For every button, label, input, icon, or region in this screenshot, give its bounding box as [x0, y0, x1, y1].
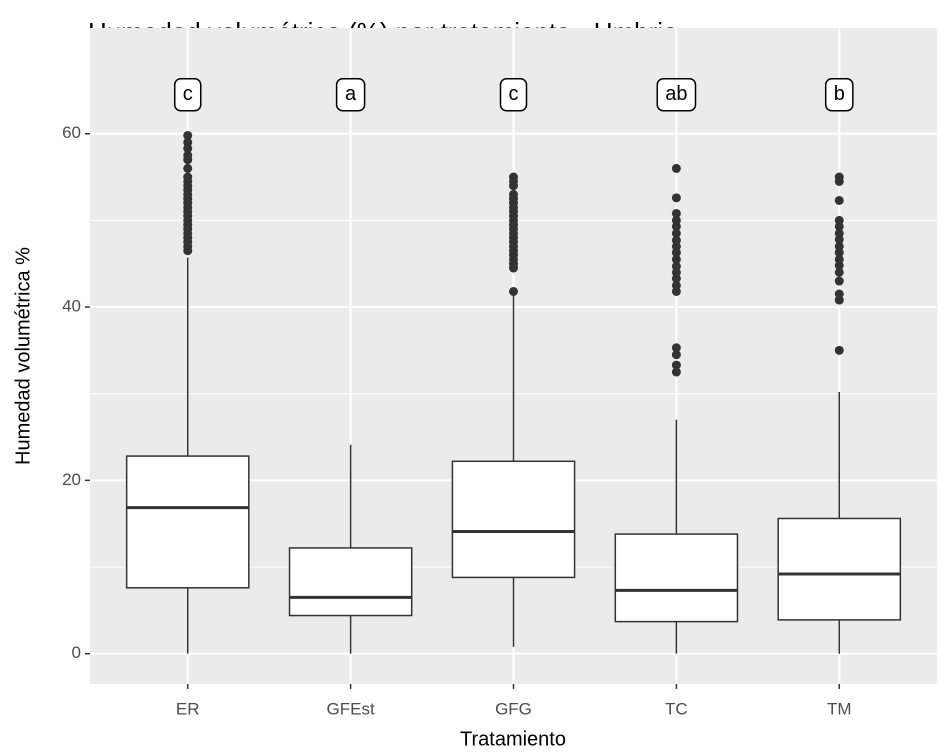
outlier — [834, 228, 844, 238]
letter-text: c — [183, 83, 193, 105]
box — [451, 460, 576, 579]
letter-label: c — [173, 77, 202, 112]
x-tick-label: GFG — [495, 699, 532, 718]
outlier — [671, 360, 681, 370]
y-tick-label: 60 — [62, 123, 81, 142]
x-tick-label: GFEst — [327, 699, 375, 718]
outlier — [183, 137, 193, 147]
letter-box — [173, 77, 202, 112]
outlier — [183, 172, 193, 182]
outlier — [671, 235, 681, 245]
outlier — [671, 261, 681, 271]
outlier — [834, 172, 844, 182]
letter-label: a — [335, 77, 366, 112]
outlier — [834, 195, 844, 205]
letter-box — [656, 77, 697, 112]
outlier — [834, 241, 844, 251]
outlier — [671, 208, 681, 218]
outlier — [671, 193, 681, 203]
box — [125, 455, 250, 589]
box — [614, 533, 739, 623]
letter-label: b — [824, 77, 854, 112]
outlier — [834, 289, 844, 299]
outlier — [834, 276, 844, 286]
letter-text: c — [509, 83, 519, 105]
outlier — [834, 215, 844, 225]
y-tick-label: 0 — [72, 643, 81, 662]
letter-text: a — [345, 83, 357, 105]
outlier — [834, 254, 844, 264]
x-axis-label: Tratamiento — [460, 728, 566, 750]
outlier — [834, 345, 844, 355]
outlier — [671, 215, 681, 225]
y-axis-label: Humedad volumétrica % — [12, 247, 34, 465]
outlier — [671, 280, 681, 290]
outlier — [671, 343, 681, 353]
letter-box — [824, 77, 854, 112]
outlier — [509, 189, 518, 199]
outlier — [671, 163, 681, 173]
outlier — [509, 286, 518, 296]
y-tick-label: 20 — [62, 470, 81, 489]
outlier — [671, 254, 681, 264]
outlier — [671, 367, 681, 377]
outlier — [509, 172, 518, 182]
letter-text: b — [834, 83, 845, 105]
box — [777, 517, 902, 621]
y-tick-label: 40 — [62, 297, 81, 316]
outlier — [671, 228, 681, 238]
outlier — [834, 267, 844, 277]
letter-box — [499, 77, 528, 112]
outlier — [183, 150, 193, 160]
box — [288, 547, 413, 617]
x-tick-label: ER — [176, 699, 200, 718]
letter-label: c — [499, 77, 528, 112]
x-tick-label: TC — [665, 699, 688, 718]
letter-text: ab — [665, 83, 687, 105]
letter-label: ab — [656, 77, 697, 112]
outlier — [183, 130, 193, 140]
letter-box — [335, 77, 366, 112]
outlier — [183, 163, 193, 173]
x-tick-label: TM — [827, 699, 852, 718]
outlier — [671, 350, 681, 360]
